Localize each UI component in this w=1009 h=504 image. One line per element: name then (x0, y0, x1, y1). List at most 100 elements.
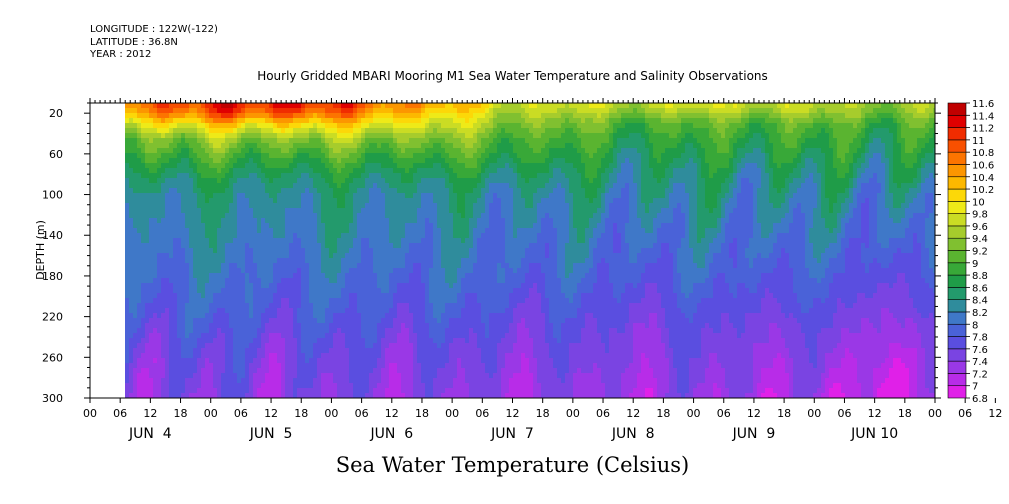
field-cell (273, 168, 278, 174)
field-cell (349, 123, 354, 129)
field-cell (421, 328, 426, 334)
field-cell (297, 278, 302, 284)
field-cell (381, 308, 386, 314)
field-cell (205, 388, 210, 394)
field-cell (149, 108, 154, 114)
field-cell (225, 258, 230, 264)
field-cell (249, 293, 254, 299)
field-cell (433, 173, 438, 179)
field-cell (225, 328, 230, 334)
field-cell (225, 198, 230, 204)
field-cell (453, 288, 458, 294)
field-cell (353, 158, 358, 164)
field-cell (257, 248, 262, 254)
field-cell (141, 138, 146, 144)
field-cell (437, 358, 442, 364)
field-cell (337, 178, 342, 184)
field-cell (217, 358, 222, 364)
field-cell (365, 143, 370, 149)
field-cell (205, 368, 210, 374)
field-cell (149, 298, 154, 304)
field-cell (145, 148, 150, 154)
field-cell (141, 233, 146, 239)
field-cell (325, 103, 330, 109)
field-cell (137, 393, 142, 398)
field-cell (333, 168, 338, 174)
field-cell (265, 103, 270, 109)
field-cell (133, 353, 138, 359)
field-cell (345, 163, 350, 169)
field-cell (237, 248, 242, 254)
field-cell (161, 128, 166, 134)
field-cell (169, 233, 174, 239)
field-cell (301, 208, 306, 214)
field-cell (237, 253, 242, 259)
field-cell (373, 253, 378, 259)
field-cell (397, 368, 402, 374)
field-cell (337, 343, 342, 349)
field-cell (361, 383, 366, 389)
field-cell (153, 353, 158, 359)
field-cell (161, 253, 166, 259)
field-cell (353, 373, 358, 379)
field-cell (213, 253, 218, 259)
field-cell (289, 323, 294, 329)
field-cell (281, 173, 286, 179)
field-cell (337, 123, 342, 129)
field-cell (141, 268, 146, 274)
field-cell (325, 383, 330, 389)
field-cell (297, 363, 302, 369)
field-cell (189, 383, 194, 389)
field-cell (261, 308, 266, 314)
field-cell (277, 283, 282, 289)
field-cell (425, 233, 430, 239)
field-cell (441, 383, 446, 389)
field-cell (181, 178, 186, 184)
field-cell (141, 238, 146, 244)
field-cell (189, 353, 194, 359)
field-cell (385, 203, 390, 209)
field-cell (325, 338, 330, 344)
field-cell (433, 343, 438, 349)
field-cell (373, 343, 378, 349)
field-cell (421, 373, 426, 379)
field-cell (341, 218, 346, 224)
field-cell (305, 148, 310, 154)
field-cell (341, 393, 346, 398)
field-cell (329, 368, 334, 374)
field-cell (285, 393, 290, 398)
field-cell (289, 303, 294, 309)
field-cell (229, 198, 234, 204)
field-cell (221, 128, 226, 134)
field-cell (433, 163, 438, 169)
field-cell (429, 373, 434, 379)
field-cell (277, 213, 282, 219)
field-cell (173, 183, 178, 189)
field-cell (133, 358, 138, 364)
field-cell (241, 123, 246, 129)
field-cell (173, 233, 178, 239)
field-cell (201, 238, 206, 244)
field-cell (185, 233, 190, 239)
field-cell (353, 208, 358, 214)
field-cell (381, 138, 386, 144)
field-cell (401, 153, 406, 159)
field-cell (281, 228, 286, 234)
field-cell (397, 123, 402, 129)
field-cell (181, 333, 186, 339)
field-cell (297, 113, 302, 119)
field-cell (249, 263, 254, 269)
field-cell (269, 168, 274, 174)
field-cell (281, 128, 286, 134)
field-cell (297, 388, 302, 394)
field-cell (265, 153, 270, 159)
field-cell (189, 198, 194, 204)
field-cell (149, 133, 154, 139)
field-cell (301, 378, 306, 384)
field-cell (217, 353, 222, 359)
field-cell (205, 198, 210, 204)
field-cell (393, 368, 398, 374)
field-cell (221, 158, 226, 164)
field-cell (305, 193, 310, 199)
field-cell (433, 138, 438, 144)
